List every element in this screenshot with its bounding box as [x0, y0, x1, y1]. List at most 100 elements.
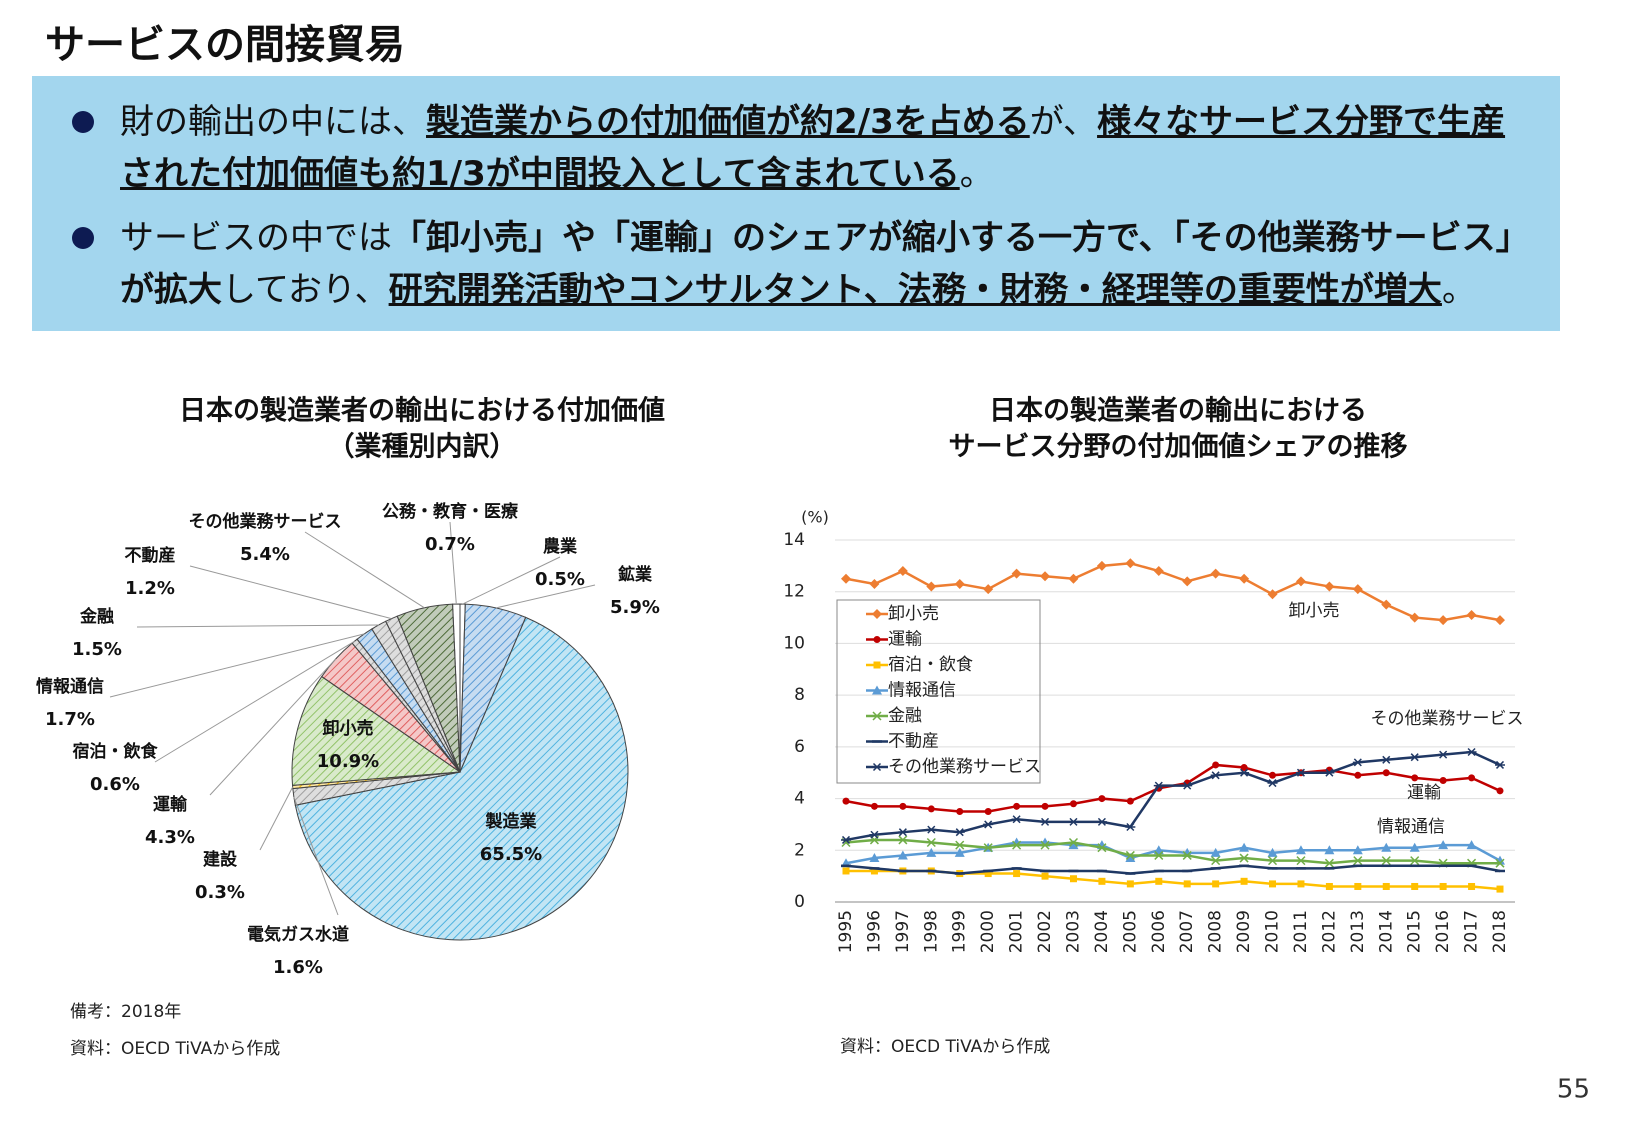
x-tick-label: 2004 — [1092, 910, 1112, 953]
x-tick-label: 1996 — [864, 910, 884, 953]
bullet-text: が、 — [1029, 102, 1098, 142]
y-tick-label: 14 — [783, 530, 805, 550]
legend-label: 宿泊・飲食 — [888, 655, 973, 675]
marker — [983, 584, 994, 595]
marker — [1125, 822, 1136, 832]
marker — [1126, 797, 1134, 805]
marker — [1154, 850, 1164, 860]
marker — [1353, 856, 1363, 866]
leader-line — [293, 796, 339, 916]
marker — [1352, 845, 1363, 855]
marker — [1153, 566, 1164, 577]
marker — [1011, 815, 1022, 824]
y-tick-label: 4 — [794, 789, 805, 809]
x-tick-label: 1998 — [921, 910, 941, 953]
marker — [1354, 882, 1362, 890]
slice-value: 0.5% — [535, 569, 585, 590]
marker — [1409, 842, 1420, 852]
marker — [1212, 761, 1220, 769]
marker — [869, 578, 880, 589]
slice-value: 4.3% — [145, 827, 195, 848]
marker — [841, 573, 851, 584]
slice-value: 1.7% — [45, 709, 95, 730]
x-tick-label: 2001 — [1007, 910, 1027, 953]
summary-box — [32, 76, 1560, 331]
marker — [1239, 842, 1250, 852]
legend-label: 情報通信 — [888, 681, 956, 701]
note: 資料：OECD TiVAから作成 — [840, 1037, 1050, 1057]
slice-label: その他業務サービス — [189, 511, 342, 532]
marker — [1439, 882, 1447, 890]
y-tick-label: 0 — [794, 892, 805, 912]
marker — [954, 578, 965, 589]
marker — [1182, 576, 1193, 587]
marker — [1125, 558, 1136, 569]
slice-label: 建設 — [203, 849, 238, 870]
marker — [870, 802, 878, 810]
slice-label: 金融 — [79, 606, 114, 627]
marker — [1466, 840, 1477, 850]
x-tick-label: 1995 — [836, 910, 856, 953]
annotation: 卸小売 — [1289, 601, 1340, 621]
marker — [1068, 837, 1079, 848]
marker — [1381, 842, 1392, 852]
marker — [869, 830, 880, 839]
marker — [1411, 882, 1419, 890]
x-tick-label: 2012 — [1319, 910, 1339, 953]
marker — [1126, 880, 1134, 888]
marker — [1267, 589, 1278, 600]
marker — [1182, 781, 1193, 790]
marker — [1211, 856, 1221, 866]
marker — [1438, 615, 1449, 626]
marker — [926, 825, 937, 834]
leader-line — [136, 624, 379, 628]
marker — [1125, 853, 1136, 863]
marker — [1411, 774, 1419, 782]
marker — [899, 802, 907, 810]
marker — [1495, 858, 1505, 868]
marker — [897, 566, 908, 577]
series-line — [845, 838, 1500, 865]
leader-line — [304, 531, 425, 609]
marker — [1096, 817, 1107, 826]
bullet-text: しており、 — [222, 270, 389, 310]
slice-label: 農業 — [543, 536, 577, 557]
marker — [954, 828, 965, 837]
x-tick-label: 2017 — [1462, 910, 1482, 953]
y-tick-label: 10 — [783, 633, 805, 653]
marker — [984, 808, 992, 815]
bullet-text: サービスの中では — [120, 218, 392, 258]
marker — [1324, 845, 1335, 855]
marker — [1240, 764, 1248, 772]
slice-label: 運輸 — [153, 794, 188, 815]
marker — [1438, 750, 1449, 759]
marker — [1240, 877, 1248, 885]
marker — [1324, 858, 1334, 868]
marker — [983, 843, 993, 853]
marker — [1468, 882, 1476, 890]
x-tick-label: 2006 — [1149, 910, 1169, 953]
leader-line — [154, 640, 355, 763]
page-number: 55 — [1557, 1075, 1590, 1105]
slice-value: 5.9% — [610, 597, 660, 618]
legend-marker — [873, 661, 881, 669]
marker — [1297, 880, 1305, 888]
marker — [1439, 776, 1447, 784]
marker — [1069, 800, 1077, 808]
marker — [1068, 840, 1079, 850]
x-tick-label: 2008 — [1206, 910, 1226, 953]
x-tick-label: 2011 — [1291, 910, 1311, 953]
bullet-text: 「卸小売」や「運輸」のシェアが縮小する一方で、「その他業務サービス」が拡大 — [120, 218, 1513, 310]
marker — [983, 820, 994, 829]
marker — [842, 867, 850, 875]
slice-label: 鉱業 — [618, 564, 652, 585]
marker — [1324, 768, 1335, 777]
x-tick-label: 2009 — [1234, 910, 1254, 953]
marker — [955, 840, 965, 850]
marker — [1040, 817, 1051, 826]
legend-label: 金融 — [888, 706, 922, 726]
marker — [926, 837, 936, 848]
slice-label: 卸小売 — [323, 718, 374, 739]
marker — [898, 835, 908, 845]
bullet-text: 製造業からの付加価値が約2/3を占める — [426, 102, 1030, 142]
